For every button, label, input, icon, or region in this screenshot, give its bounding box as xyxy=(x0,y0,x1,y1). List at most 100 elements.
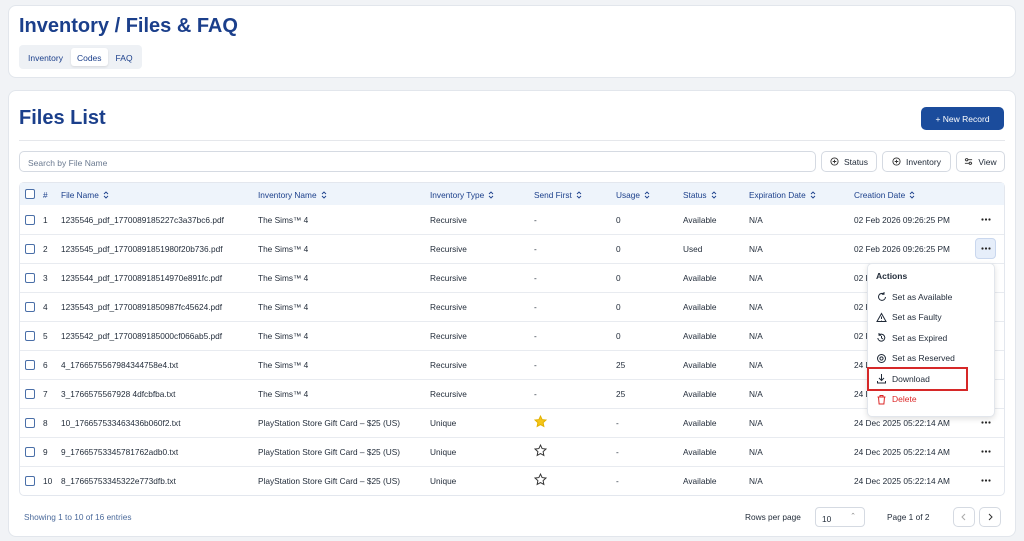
cell: - xyxy=(616,417,619,428)
menu-item-label: Delete xyxy=(892,394,917,404)
table-header xyxy=(20,183,1004,205)
cell: 24 Dec 2025 05:22:14 AM xyxy=(854,475,950,486)
menu-title: Actions xyxy=(876,271,908,281)
cell: N/A xyxy=(749,417,763,428)
row-divider xyxy=(20,408,1004,409)
cell: N/A xyxy=(749,272,763,283)
new-record-button[interactable]: + New Record xyxy=(921,107,1004,130)
select-all-checkbox[interactable] xyxy=(25,189,35,199)
cell: N/A xyxy=(749,330,763,341)
cell: Available xyxy=(683,417,717,428)
column-header: Status xyxy=(683,190,717,200)
cell: 9_17665753345781762adb0.txt xyxy=(61,446,179,457)
rows-per-page-value: 10 xyxy=(822,514,832,524)
menu-item-label: Set as Expired xyxy=(892,332,948,343)
cell: - xyxy=(616,446,619,457)
cell: 02 Feb 2026 09:26:25 PM xyxy=(854,243,950,254)
tab[interactable]: Inventory xyxy=(28,53,63,63)
cell: 24 Dec 2025 05:22:14 AM xyxy=(854,446,950,457)
rows-per-page-select[interactable]: 10 ⌃ xyxy=(815,507,865,527)
menu-item-label: Set as Available xyxy=(892,291,953,302)
cell: 1235543_pdf_17700891850987fc45624.pdf xyxy=(61,301,223,312)
row-checkbox[interactable] xyxy=(25,214,35,225)
row-checkbox[interactable] xyxy=(25,359,35,370)
tabs: Inventory Codes FAQ xyxy=(19,45,142,69)
cell: - xyxy=(534,359,537,370)
column-header: # xyxy=(43,190,48,200)
star-filled[interactable] xyxy=(533,414,548,433)
row-checkbox[interactable] xyxy=(25,475,35,486)
row-divider xyxy=(20,234,1004,235)
cell: The Sims™ 4 xyxy=(258,330,309,341)
cell: Unique xyxy=(430,475,457,486)
row-checkbox[interactable] xyxy=(25,243,35,254)
column-title: Usage xyxy=(616,190,640,200)
cell: N/A xyxy=(749,388,763,399)
column-header: Inventory Type xyxy=(430,190,494,200)
cell: 2 xyxy=(43,243,48,254)
view-button[interactable]: View xyxy=(956,151,1005,172)
menu-item[interactable]: Download xyxy=(876,373,930,384)
cell: - xyxy=(616,475,619,486)
status-filter[interactable]: Status xyxy=(821,151,877,172)
cell: Available xyxy=(683,359,717,370)
menu-item[interactable]: Set as Faulty xyxy=(876,311,942,323)
cell: 6 xyxy=(43,359,48,370)
cell: Recursive xyxy=(430,388,467,399)
column-title: # xyxy=(43,190,48,200)
prev-page[interactable] xyxy=(953,507,975,527)
row-actions[interactable] xyxy=(975,441,996,462)
cell: 1235544_pdf_177008918514970e891fc.pdf xyxy=(61,272,223,283)
cell: N/A xyxy=(749,475,763,486)
row-actions[interactable] xyxy=(975,470,996,491)
highlight-box xyxy=(867,367,968,391)
star-outline[interactable] xyxy=(533,472,548,491)
row-actions[interactable] xyxy=(975,238,996,259)
row-checkbox[interactable] xyxy=(25,417,35,428)
row-actions[interactable] xyxy=(975,209,996,230)
cell: N/A xyxy=(749,301,763,312)
files-title: Files List xyxy=(19,107,106,129)
column-header: Usage xyxy=(616,190,650,200)
tab[interactable]: FAQ xyxy=(115,53,133,63)
row-checkbox[interactable] xyxy=(25,301,35,312)
cell: Recursive xyxy=(430,214,467,225)
column-header: Send First xyxy=(534,190,582,200)
search-input[interactable]: Search by File Name xyxy=(19,151,816,172)
cell: 7 xyxy=(43,388,48,399)
cell: 0 xyxy=(616,301,621,312)
cell: 10 xyxy=(43,475,53,486)
row-divider xyxy=(20,321,1004,322)
row-divider xyxy=(20,379,1004,380)
row-actions[interactable] xyxy=(975,412,996,433)
menu-item[interactable]: Set as Reserved xyxy=(876,353,955,364)
cell: The Sims™ 4 xyxy=(258,301,309,312)
entries-info: Showing 1 to 10 of 16 entries xyxy=(24,512,132,522)
view-label: View xyxy=(978,156,997,167)
cell: 10_176657533463436b060f2.txt xyxy=(61,417,181,428)
cell: Available xyxy=(683,301,717,312)
row-checkbox[interactable] xyxy=(25,330,35,341)
cell: - xyxy=(534,272,537,283)
cell: Used xyxy=(683,243,703,254)
row-divider xyxy=(20,292,1004,293)
row-checkbox[interactable] xyxy=(25,446,35,457)
inventory-filter[interactable]: Inventory xyxy=(882,151,951,172)
next-page[interactable] xyxy=(979,507,1001,527)
cell: The Sims™ 4 xyxy=(258,359,309,370)
menu-item[interactable]: Set as Expired xyxy=(876,332,947,343)
menu-item-label: Set as Reserved xyxy=(892,353,955,363)
menu-item[interactable]: Delete xyxy=(876,394,917,405)
row-checkbox[interactable] xyxy=(25,272,35,283)
cell: Recursive xyxy=(430,272,467,283)
menu-item[interactable]: Set as Available xyxy=(876,291,952,302)
cell: 24 Dec 2025 05:22:14 AM xyxy=(854,417,950,428)
tab[interactable]: Codes xyxy=(70,48,108,66)
cell: 8_17665753345322e773dfb.txt xyxy=(61,475,176,486)
star-outline[interactable] xyxy=(533,443,548,462)
row-checkbox[interactable] xyxy=(25,388,35,399)
cell: 1 xyxy=(43,214,48,225)
menu-item-label: Download xyxy=(892,373,930,384)
cell: N/A xyxy=(749,243,763,254)
